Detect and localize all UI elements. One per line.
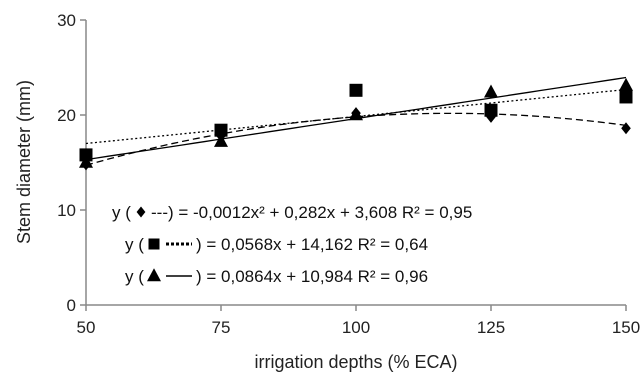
data-point-series-3 bbox=[79, 154, 93, 168]
data-point-series-3 bbox=[484, 84, 498, 98]
x-axis-title: irrigation depths (% ECA) bbox=[254, 352, 457, 372]
data-points bbox=[79, 77, 633, 171]
equation-annotation-2: y ( ) = 0,0568x + 14,162 R² = 0,64 bbox=[125, 235, 428, 254]
data-point-series-3 bbox=[214, 133, 228, 147]
equation-prefix: y ( bbox=[112, 203, 131, 222]
data-point-series-2 bbox=[349, 83, 363, 97]
data-point-series-2 bbox=[484, 103, 498, 117]
equation-marker-icon bbox=[148, 238, 160, 250]
equation-prefix: y ( bbox=[125, 267, 144, 286]
trend-line-1 bbox=[85, 112, 627, 166]
x-tick-label: 125 bbox=[477, 318, 505, 337]
equation-annotation-3: y ( ) = 0,0864x + 10,984 R² = 0,96 bbox=[125, 267, 428, 286]
equation-marker-icon bbox=[136, 206, 146, 218]
data-point-series-3 bbox=[619, 77, 633, 91]
x-tick-label: 150 bbox=[612, 318, 640, 337]
y-tick-label: 30 bbox=[57, 11, 76, 30]
x-tick-label: 50 bbox=[77, 318, 96, 337]
y-tick-label: 10 bbox=[57, 201, 76, 220]
equation-text: ) = 0,0864x + 10,984 R² = 0,96 bbox=[196, 267, 428, 286]
equation-annotation-1: y ( ---) = -0,0012x² + 0,282x + 3,608 R²… bbox=[112, 203, 472, 222]
data-point-series-2 bbox=[214, 123, 228, 137]
axis-ticks: 0 10 20 30 50 75 100 125 150 bbox=[57, 11, 640, 337]
equation-prefix: y ( bbox=[125, 235, 144, 254]
y-axis-title: Stem diameter (mm) bbox=[14, 80, 34, 244]
y-tick-label: 20 bbox=[57, 106, 76, 125]
data-point-series-1 bbox=[621, 122, 631, 135]
y-tick-label: 0 bbox=[67, 296, 76, 315]
plot-frame bbox=[85, 20, 626, 306]
x-tick-label: 100 bbox=[342, 318, 370, 337]
equation-annotations: y ( ---) = -0,0012x² + 0,282x + 3,608 R²… bbox=[112, 203, 472, 286]
data-point-series-2 bbox=[619, 90, 633, 104]
data-point-series-3 bbox=[349, 107, 363, 121]
equation-text: ) = 0,0568x + 14,162 R² = 0,64 bbox=[196, 235, 428, 254]
equation-text: ---) = -0,0012x² + 0,282x + 3,608 R² = 0… bbox=[151, 203, 472, 222]
x-tick-label: 75 bbox=[212, 318, 231, 337]
equation-marker-icon bbox=[147, 268, 161, 282]
